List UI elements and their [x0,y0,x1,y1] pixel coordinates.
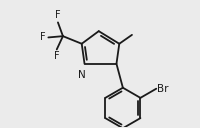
Text: F: F [55,10,60,20]
Text: Br: Br [157,84,168,94]
Text: F: F [54,51,59,61]
Text: F: F [40,32,45,42]
Text: N: N [78,70,86,80]
